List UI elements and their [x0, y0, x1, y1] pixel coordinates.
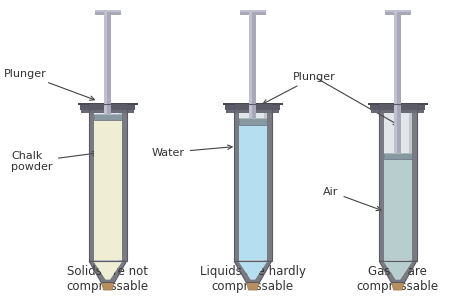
Bar [370, 104, 425, 110]
Polygon shape [93, 261, 122, 279]
Bar [93, 120, 122, 260]
Polygon shape [234, 261, 272, 282]
Bar [238, 125, 267, 260]
Polygon shape [379, 261, 417, 282]
Bar [379, 104, 417, 261]
Bar [104, 10, 107, 113]
Bar [394, 10, 401, 153]
Polygon shape [102, 282, 114, 290]
Bar [93, 113, 122, 115]
Polygon shape [93, 261, 122, 279]
Bar [371, 110, 425, 113]
Bar [383, 153, 412, 160]
Bar [249, 10, 252, 118]
Polygon shape [383, 261, 412, 279]
Bar [383, 160, 412, 260]
Bar [409, 104, 412, 261]
Polygon shape [238, 261, 267, 279]
Bar [368, 103, 428, 105]
Bar [240, 10, 266, 15]
Polygon shape [246, 282, 259, 290]
Bar [264, 104, 267, 261]
Bar [226, 110, 280, 113]
Text: Chalk
powder: Chalk powder [11, 151, 97, 172]
Bar [234, 104, 272, 261]
Bar [383, 104, 412, 261]
Bar [81, 104, 135, 110]
Bar [249, 10, 256, 118]
Bar [118, 104, 122, 261]
Text: Water: Water [152, 145, 232, 157]
Bar [89, 104, 127, 261]
Bar [385, 10, 411, 12]
Bar [394, 10, 397, 153]
Bar [238, 104, 267, 261]
Bar [95, 10, 121, 12]
Bar [93, 104, 122, 261]
Bar [223, 103, 283, 105]
Bar [226, 104, 280, 110]
Bar [78, 103, 138, 105]
Bar [95, 10, 121, 15]
Polygon shape [238, 261, 267, 279]
Bar [238, 118, 267, 120]
Bar [385, 10, 411, 15]
Bar [379, 104, 417, 261]
Polygon shape [383, 261, 412, 279]
Bar [81, 110, 135, 113]
Bar [93, 113, 122, 120]
Text: Gases are
compressable: Gases are compressable [357, 265, 439, 293]
Text: Air: Air [323, 187, 381, 211]
Bar [383, 153, 412, 154]
Polygon shape [392, 282, 404, 290]
Text: Plunger: Plunger [263, 72, 336, 104]
Bar [234, 104, 272, 261]
Bar [240, 10, 266, 12]
Text: Solids are not
compressable: Solids are not compressable [67, 265, 149, 293]
Bar [104, 10, 111, 113]
Polygon shape [89, 261, 127, 282]
Bar [238, 118, 267, 125]
Text: Plunger: Plunger [3, 69, 94, 100]
Bar [89, 104, 127, 261]
Text: Liquids are hardly
compressable: Liquids are hardly compressable [200, 265, 306, 293]
